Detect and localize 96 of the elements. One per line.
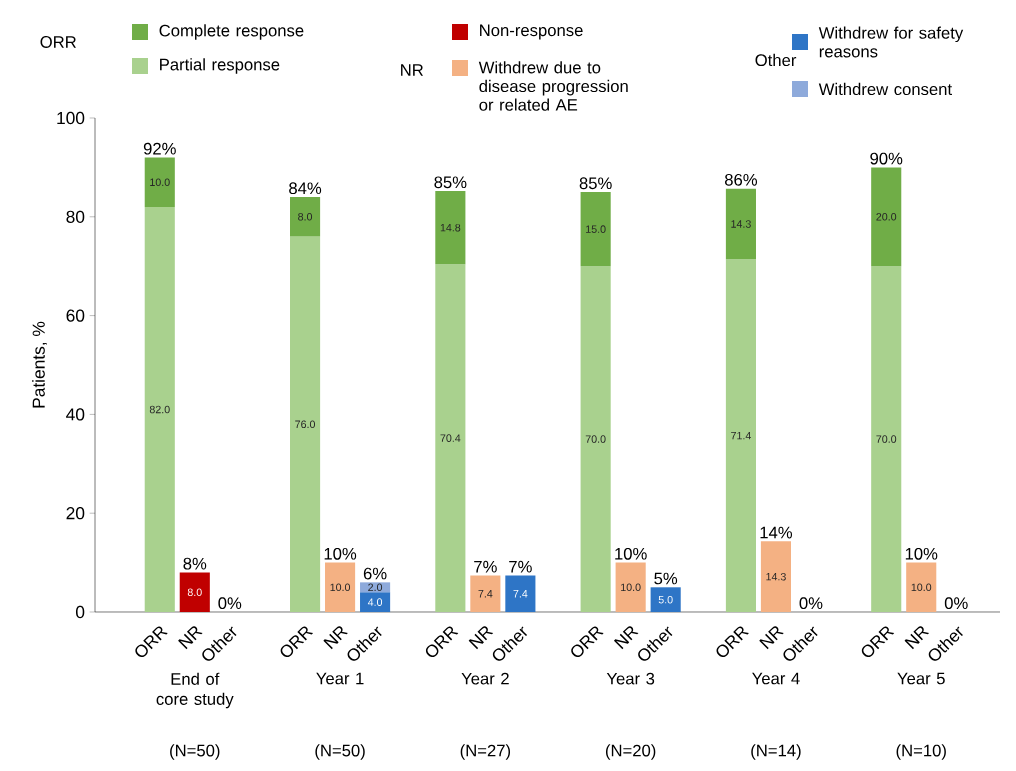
bar (360, 582, 391, 593)
data-label: 8.0 (187, 588, 202, 597)
bar (144, 157, 175, 207)
bar (435, 191, 466, 265)
bar (725, 188, 756, 260)
text: Year 3 (606, 672, 655, 685)
text: (N=27) (460, 744, 511, 760)
bar (725, 259, 756, 612)
data-label: 10.0 (330, 583, 351, 592)
x-tick-label: NR (759, 626, 784, 650)
data-label: 10.0 (911, 583, 932, 592)
total-label: 85% (434, 176, 467, 189)
x-tick-label: NR (178, 626, 203, 650)
text: Year 2 (461, 672, 509, 685)
total-label: 7% (474, 560, 497, 573)
bar (760, 541, 791, 612)
text: (N=14) (751, 744, 801, 760)
data-label: 14.8 (440, 223, 461, 232)
legend-label: Withdrew for safety reasons (818, 26, 964, 58)
text: (N=10) (896, 744, 946, 760)
y-tick-label: 80 (66, 210, 85, 223)
total-label: 90% (870, 152, 903, 165)
y-tick-label: 0 (75, 605, 85, 619)
text: (N=50) (170, 744, 220, 760)
bar (144, 206, 175, 612)
text: Year 5 (897, 672, 945, 685)
y-axis-title: Patients, % (32, 321, 47, 408)
total-label: 10% (905, 547, 938, 560)
legend-label: Withdrew consent (818, 82, 952, 96)
total-label: 92% (143, 142, 176, 155)
bar (906, 562, 937, 612)
total-label: 7% (509, 560, 532, 573)
total-label: 84% (289, 182, 322, 195)
bar (650, 587, 681, 612)
text: ORR (40, 36, 76, 48)
bar (615, 562, 646, 612)
text: 0% (944, 597, 968, 610)
bar (580, 266, 611, 612)
x-tick-label: NR (613, 626, 639, 650)
data-label: 7.4 (513, 590, 528, 598)
text: 0% (218, 597, 242, 610)
bar (871, 167, 902, 267)
data-label: 10.0 (150, 178, 170, 186)
bar (360, 592, 391, 612)
y-tick-label: 40 (66, 408, 85, 421)
y-tick-label: 60 (66, 309, 85, 322)
bar (290, 197, 321, 237)
data-label: 8.0 (298, 213, 313, 221)
total-label: 14% (760, 526, 793, 539)
x-tick-label: NR (904, 626, 930, 650)
text: 0% (799, 597, 823, 610)
data-label: 10.0 (621, 583, 641, 592)
total-label: 6% (363, 567, 387, 580)
total-label: 85% (579, 177, 612, 190)
text: End of core study (156, 672, 234, 709)
x-tick-label: NR (323, 626, 348, 650)
bar (179, 572, 210, 612)
bar (470, 575, 501, 612)
y-tick-label: 20 (66, 507, 85, 520)
total-label: 86% (724, 173, 758, 186)
data-label: 20.0 (876, 213, 897, 221)
text: Year 1 (316, 672, 364, 685)
total-label: 5% (654, 572, 678, 585)
data-label: 71.4 (731, 431, 752, 440)
legend-label: Non-response (480, 24, 583, 40)
bar (435, 264, 466, 612)
bar (505, 575, 536, 612)
data-label: 70.0 (585, 435, 606, 443)
data-label: 15.0 (586, 225, 606, 233)
data-label: 14.3 (766, 572, 786, 581)
text: Year 4 (752, 672, 800, 685)
data-label: 82.0 (149, 405, 170, 414)
y-tick-label: 100 (57, 111, 85, 125)
data-label: 76.0 (295, 420, 316, 429)
bar (580, 192, 611, 267)
total-label: 10% (615, 547, 647, 560)
data-label: 70.4 (440, 434, 461, 442)
text: (N=20) (605, 744, 656, 760)
legend-label: Withdrew due to disease progression or related AE (478, 61, 628, 111)
x-tick-label: NR (468, 626, 494, 650)
total-label: 8% (183, 557, 207, 570)
legend-label: Partial response (160, 58, 280, 74)
data-label: 4.0 (367, 598, 383, 606)
bar (871, 266, 902, 612)
text: (N=50) (315, 744, 365, 760)
text: Other (755, 53, 797, 67)
data-label: 5.0 (658, 595, 673, 604)
data-label: 70.0 (876, 435, 897, 443)
bar (325, 562, 356, 612)
legend-label: Complete response (159, 24, 304, 40)
data-label: 2.0 (368, 583, 383, 592)
total-label: 10% (324, 547, 357, 560)
text: NR (401, 64, 424, 76)
bar (290, 236, 321, 612)
data-label: 7.4 (478, 590, 493, 598)
data-label: 14.3 (731, 220, 751, 228)
